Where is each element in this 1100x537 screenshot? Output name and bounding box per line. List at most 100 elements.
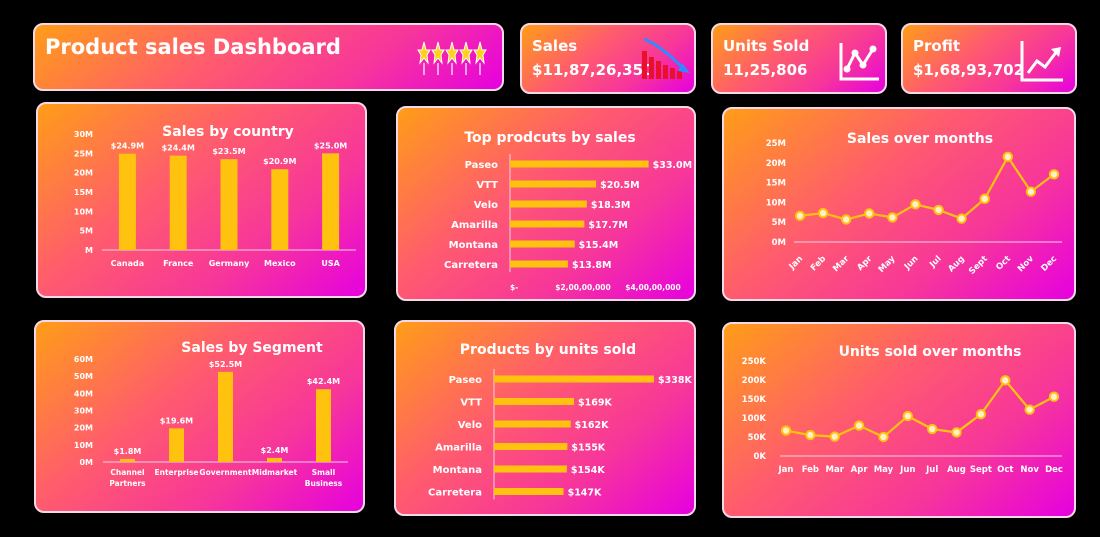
data-point	[1002, 151, 1014, 163]
x-tick-label: Small Business	[305, 468, 343, 488]
y-tick-label: 20M	[74, 169, 93, 178]
x-tick-label: Dec	[1039, 254, 1059, 274]
data-label: $23.5M	[212, 147, 245, 156]
y-tick-label: 0K	[753, 452, 766, 462]
profit-kpi-card: Profit $1,68,93,702	[901, 23, 1077, 94]
sales-kpi-value: $11,87,26,350	[532, 61, 654, 79]
sales-by-country-card: Sales by country M 5M 10M 15M 20M 25M 30M $24.9M…	[36, 102, 367, 298]
header-card: Product sales Dashboard	[33, 23, 504, 91]
y-tick-label: Amarilla	[451, 220, 498, 231]
products-by-units-sold-chart: Products by units sold Paseo $338K VTT $169K…	[428, 342, 692, 500]
sales-by-country-chart: Sales by country M 5M 10M 15M 20M 25M 30M $24.9M…	[74, 124, 356, 268]
data-point	[933, 204, 944, 216]
bar	[510, 160, 649, 168]
series-line	[785, 378, 1055, 439]
x-tick-label: Germany	[209, 259, 250, 268]
data-label: $19.6M	[160, 416, 193, 425]
y-tick-label: 20M	[766, 159, 786, 169]
data-label: $20.9M	[263, 157, 296, 166]
bar	[169, 155, 187, 250]
y-tick-label: 15M	[766, 179, 786, 189]
y-tick-label: 50K	[748, 433, 767, 443]
declining-bar-chart-icon	[642, 37, 690, 79]
x-tick-label: Jun	[899, 465, 915, 475]
bar	[120, 458, 135, 462]
y-tick-label: 150K	[742, 395, 767, 405]
sales-over-months-card: Sales over months 0M 5M 10M 15M 20M 25M Jan Feb M…	[722, 107, 1076, 301]
y-tick-label: 250K	[742, 357, 767, 367]
bar	[494, 420, 571, 428]
y-tick-label: 200K	[742, 376, 767, 386]
bar	[220, 159, 238, 250]
data-label: $1.8M	[114, 447, 142, 456]
series-line	[799, 154, 1055, 221]
data-label: $17.7M	[588, 220, 628, 231]
x-tick-label: Sept	[970, 465, 992, 475]
chart-title: Products by units sold	[460, 342, 636, 358]
sales-kpi-label: Sales	[532, 37, 578, 55]
bar	[510, 220, 585, 228]
x-tick-label: May	[874, 465, 894, 475]
sales-kpi-card: Sales $11,87,26,350	[520, 23, 696, 94]
chart-title: Top prodcuts by sales	[464, 130, 635, 146]
x-tick-label: USA	[321, 259, 340, 268]
y-tick-label: 5M	[772, 218, 786, 228]
data-label: $24.9M	[111, 142, 144, 151]
x-tick-label: Oct	[997, 465, 1013, 475]
bar	[118, 153, 136, 250]
data-point	[956, 213, 967, 224]
y-tick-label: 25M	[766, 139, 786, 149]
data-label: $169K	[578, 398, 612, 409]
data-point	[910, 199, 921, 210]
bar	[510, 260, 568, 268]
x-tick-label: $2,00,00,000	[555, 283, 611, 292]
data-label: $147K	[568, 488, 602, 499]
data-label: $13.8M	[572, 260, 612, 271]
data-label: $24.4M	[162, 144, 195, 153]
y-tick-label: 0M	[772, 238, 786, 248]
data-point	[951, 427, 962, 438]
x-tick-label: Aug	[946, 254, 966, 274]
data-point	[926, 423, 938, 435]
data-label: $42.4M	[307, 377, 340, 386]
y-tick-label: 0M	[79, 458, 93, 467]
y-tick-label: 15M	[74, 188, 93, 197]
x-tick-label: Aug	[947, 465, 966, 475]
x-tick-label: Apr	[855, 253, 875, 273]
bar	[494, 443, 568, 450]
sales-by-segment-chart: Sales by Segment 0M 10M 20M 30M 40M 50M 60M $1.8…	[74, 340, 348, 488]
bar	[510, 180, 597, 188]
y-tick-label: 10M	[74, 441, 93, 450]
x-tick-label: France	[163, 259, 194, 268]
x-tick-label: Midmarket	[252, 468, 298, 477]
data-point	[853, 420, 865, 431]
y-tick-label: Paseo	[465, 160, 499, 171]
chart-title: Sales over months	[847, 131, 993, 147]
profit-kpi-label: Profit	[913, 37, 960, 55]
star-rating-icon	[417, 41, 487, 75]
y-tick-label: Velo	[458, 420, 482, 431]
y-tick-label: 30M	[74, 407, 93, 416]
x-tick-label: Jul	[927, 254, 943, 270]
data-label: $15.4M	[579, 240, 619, 251]
dashboard-title: Product sales Dashboard	[45, 35, 341, 59]
line-chart-icon	[839, 43, 879, 81]
data-point	[979, 193, 990, 205]
y-tick-label: M	[85, 246, 93, 255]
x-tick-label: Jan	[787, 254, 805, 272]
data-point	[1048, 391, 1060, 402]
y-tick-label: Amarilla	[435, 443, 482, 454]
y-tick-label: 10M	[766, 198, 786, 208]
x-tick-label: May	[877, 254, 898, 275]
data-label: $20.5M	[600, 180, 640, 191]
y-tick-label: Montana	[449, 240, 498, 251]
data-point	[864, 208, 875, 219]
bar	[316, 389, 331, 462]
data-point	[1025, 186, 1037, 197]
y-tick-label: 25M	[74, 149, 93, 158]
x-tick-label: Mexico	[264, 259, 296, 268]
data-point	[1000, 375, 1011, 386]
bar	[510, 200, 587, 208]
x-tick-label: Apr	[851, 465, 869, 475]
